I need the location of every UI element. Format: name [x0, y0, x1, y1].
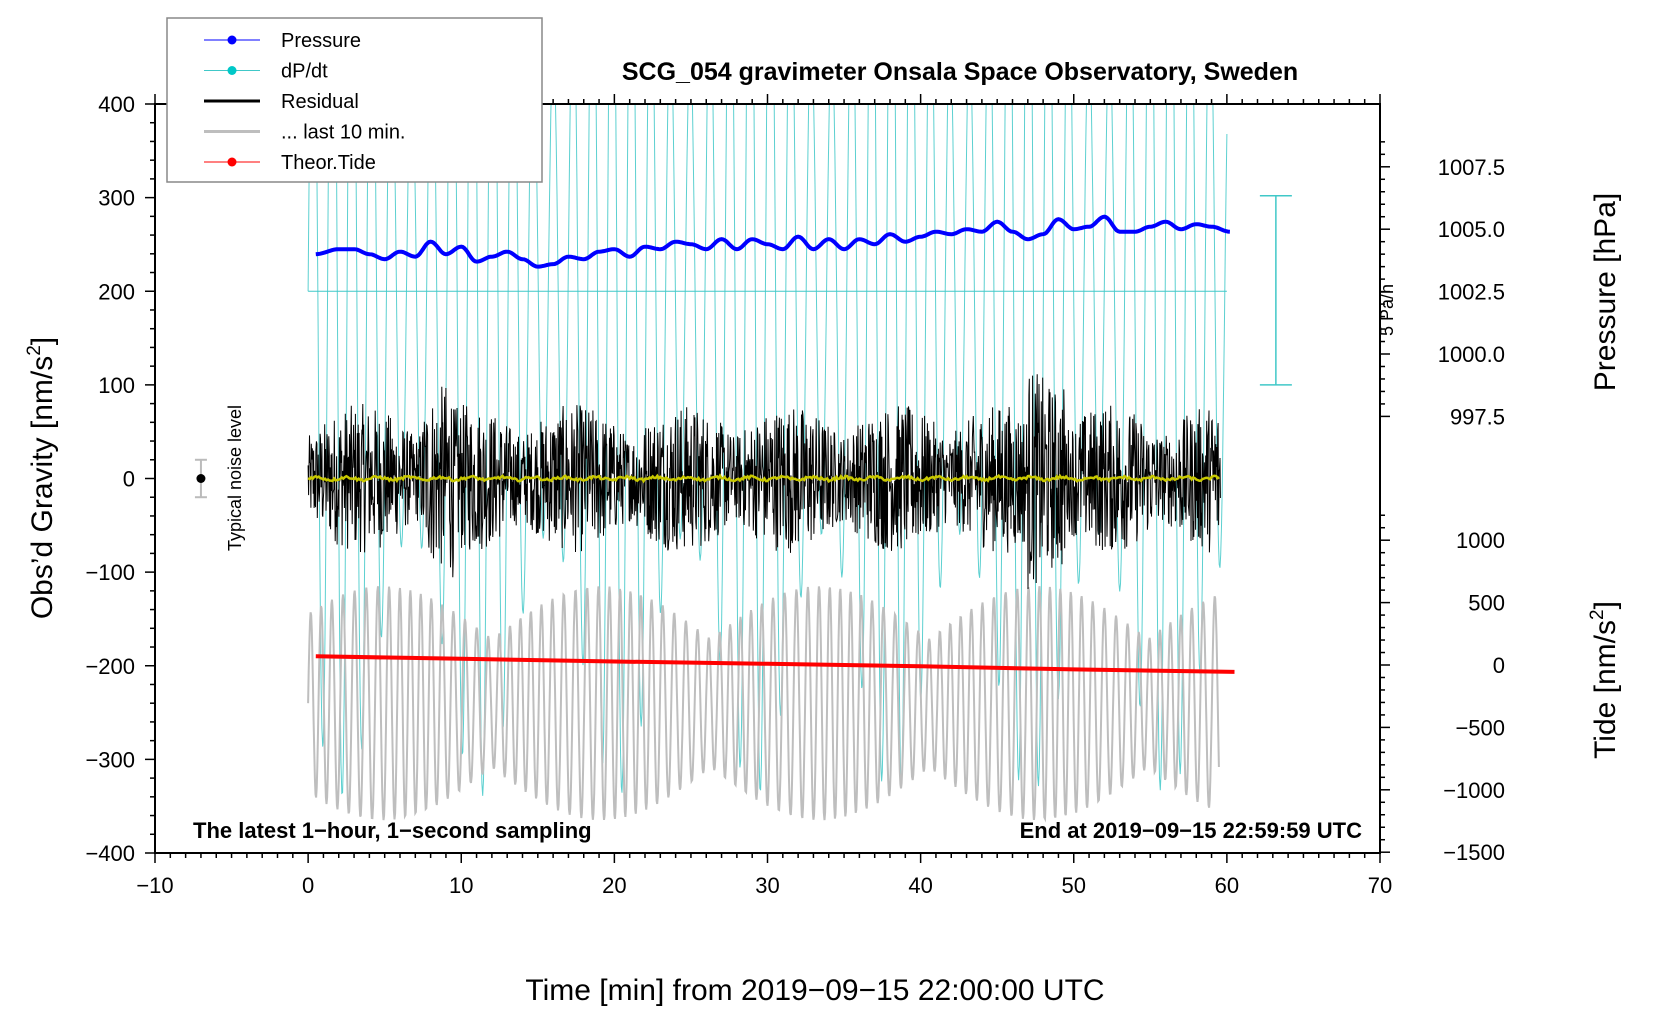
y-left-title-main: Obs’d Gravity [nm/s	[26, 356, 59, 619]
legend-marker	[227, 66, 237, 75]
legend-marker	[227, 157, 237, 167]
noise-level-label: Typical noise level	[225, 405, 245, 551]
legend-label: dP/dt	[281, 61, 328, 83]
y-axis-tide-title: Tide [nm/s2]	[1587, 601, 1622, 759]
annotation-end-time: End at 2019−09−15 22:59:59 UTC	[1020, 818, 1363, 843]
x-tick-label: 0	[302, 873, 314, 898]
tide-tick-label: 0	[1493, 653, 1505, 678]
y-left-tick-label: 300	[98, 186, 135, 211]
tide-title-main: Tide [nm/s	[1589, 620, 1622, 759]
pressure-tick-label: 1007.5	[1438, 155, 1505, 180]
y-left-title-sup: 2	[24, 345, 45, 356]
x-axis: −10 0 10 20 30 40 50 60 70	[136, 94, 1392, 898]
x-tick-label: −10	[136, 873, 173, 898]
legend-label: Pressure	[281, 30, 361, 52]
y-left-tick-label: 200	[98, 279, 135, 304]
legend-label: ... last 10 min.	[281, 122, 406, 144]
last-10-min-line	[307, 586, 1220, 823]
tide-tick-label: 1000	[1456, 528, 1505, 553]
x-tick-label: 70	[1368, 873, 1392, 898]
y-left-tick-label: −400	[85, 841, 135, 866]
pressure-line	[315, 214, 1231, 269]
tide-tick-label: −1000	[1443, 778, 1505, 803]
tide-tick-label: −500	[1455, 715, 1505, 740]
tide-title-end: ]	[1589, 601, 1622, 609]
x-tick-label: 30	[755, 873, 779, 898]
y-left-tick-label: −300	[85, 747, 135, 772]
tide-title-sup: 2	[1587, 609, 1608, 620]
x-tick-label: 60	[1215, 873, 1239, 898]
series-group	[307, 104, 1235, 823]
y-left-tick-label: 100	[98, 373, 135, 398]
legend-items: Pressure dP/dt Residual ... last 10 min. The…	[204, 30, 406, 174]
y-left-tick-label: 0	[123, 467, 135, 492]
annotation-sampling: The latest 1−hour, 1−second sampling	[193, 818, 592, 843]
dpdt-scale-label: 5 Pa/h	[1377, 284, 1397, 336]
chart-title: SCG_054 gravimeter Onsala Space Observat…	[622, 58, 1298, 86]
x-tick-label: 20	[602, 873, 626, 898]
y-left-tick-label: 400	[98, 92, 135, 117]
noise-point	[196, 474, 206, 483]
y-left-tick-label: −100	[85, 560, 135, 585]
noise-level-marker	[194, 458, 207, 499]
pressure-tick-label: 997.5	[1450, 404, 1505, 429]
y-axis-tide: 1000 500 0 −500 −1000 −1500	[1380, 514, 1505, 865]
x-axis-title: Time [min] from 2019−09−15 22:00:00 UTC	[525, 974, 1104, 1007]
series-layer	[307, 104, 1235, 823]
theoretical-tide-line	[315, 654, 1235, 674]
y-left-title-end: ]	[26, 337, 59, 345]
y-left-tick-label: −200	[85, 654, 135, 679]
legend-label: Residual	[281, 91, 359, 113]
pressure-tick-label: 1002.5	[1438, 280, 1505, 305]
dpdt-scale-bar	[1259, 195, 1292, 386]
x-tick-label: 40	[908, 873, 932, 898]
legend: Pressure dP/dt Residual ... last 10 min. The…	[166, 17, 543, 183]
legend-label: Theor.Tide	[281, 152, 376, 174]
y-axis-left-title: Obs’d Gravity [nm/s2]	[24, 337, 59, 619]
x-tick-label: 10	[449, 873, 473, 898]
y-axis-pressure: 1007.5 1005.0 1002.5 1000.0 997.5	[1380, 141, 1505, 429]
x-tick-label: 50	[1062, 873, 1086, 898]
pressure-tick-label: 1000.0	[1438, 342, 1505, 367]
y-axis-left: 400 300 200 100 0 −100 −200 −300 −400	[85, 92, 155, 866]
tide-tick-label: 500	[1468, 591, 1505, 616]
legend-marker	[227, 35, 237, 45]
smoothed-residual-line	[307, 473, 1220, 484]
y-axis-pressure-title: Pressure [hPa]	[1589, 193, 1622, 391]
tide-tick-label: −1500	[1443, 840, 1505, 865]
pressure-tick-label: 1005.0	[1438, 217, 1505, 242]
